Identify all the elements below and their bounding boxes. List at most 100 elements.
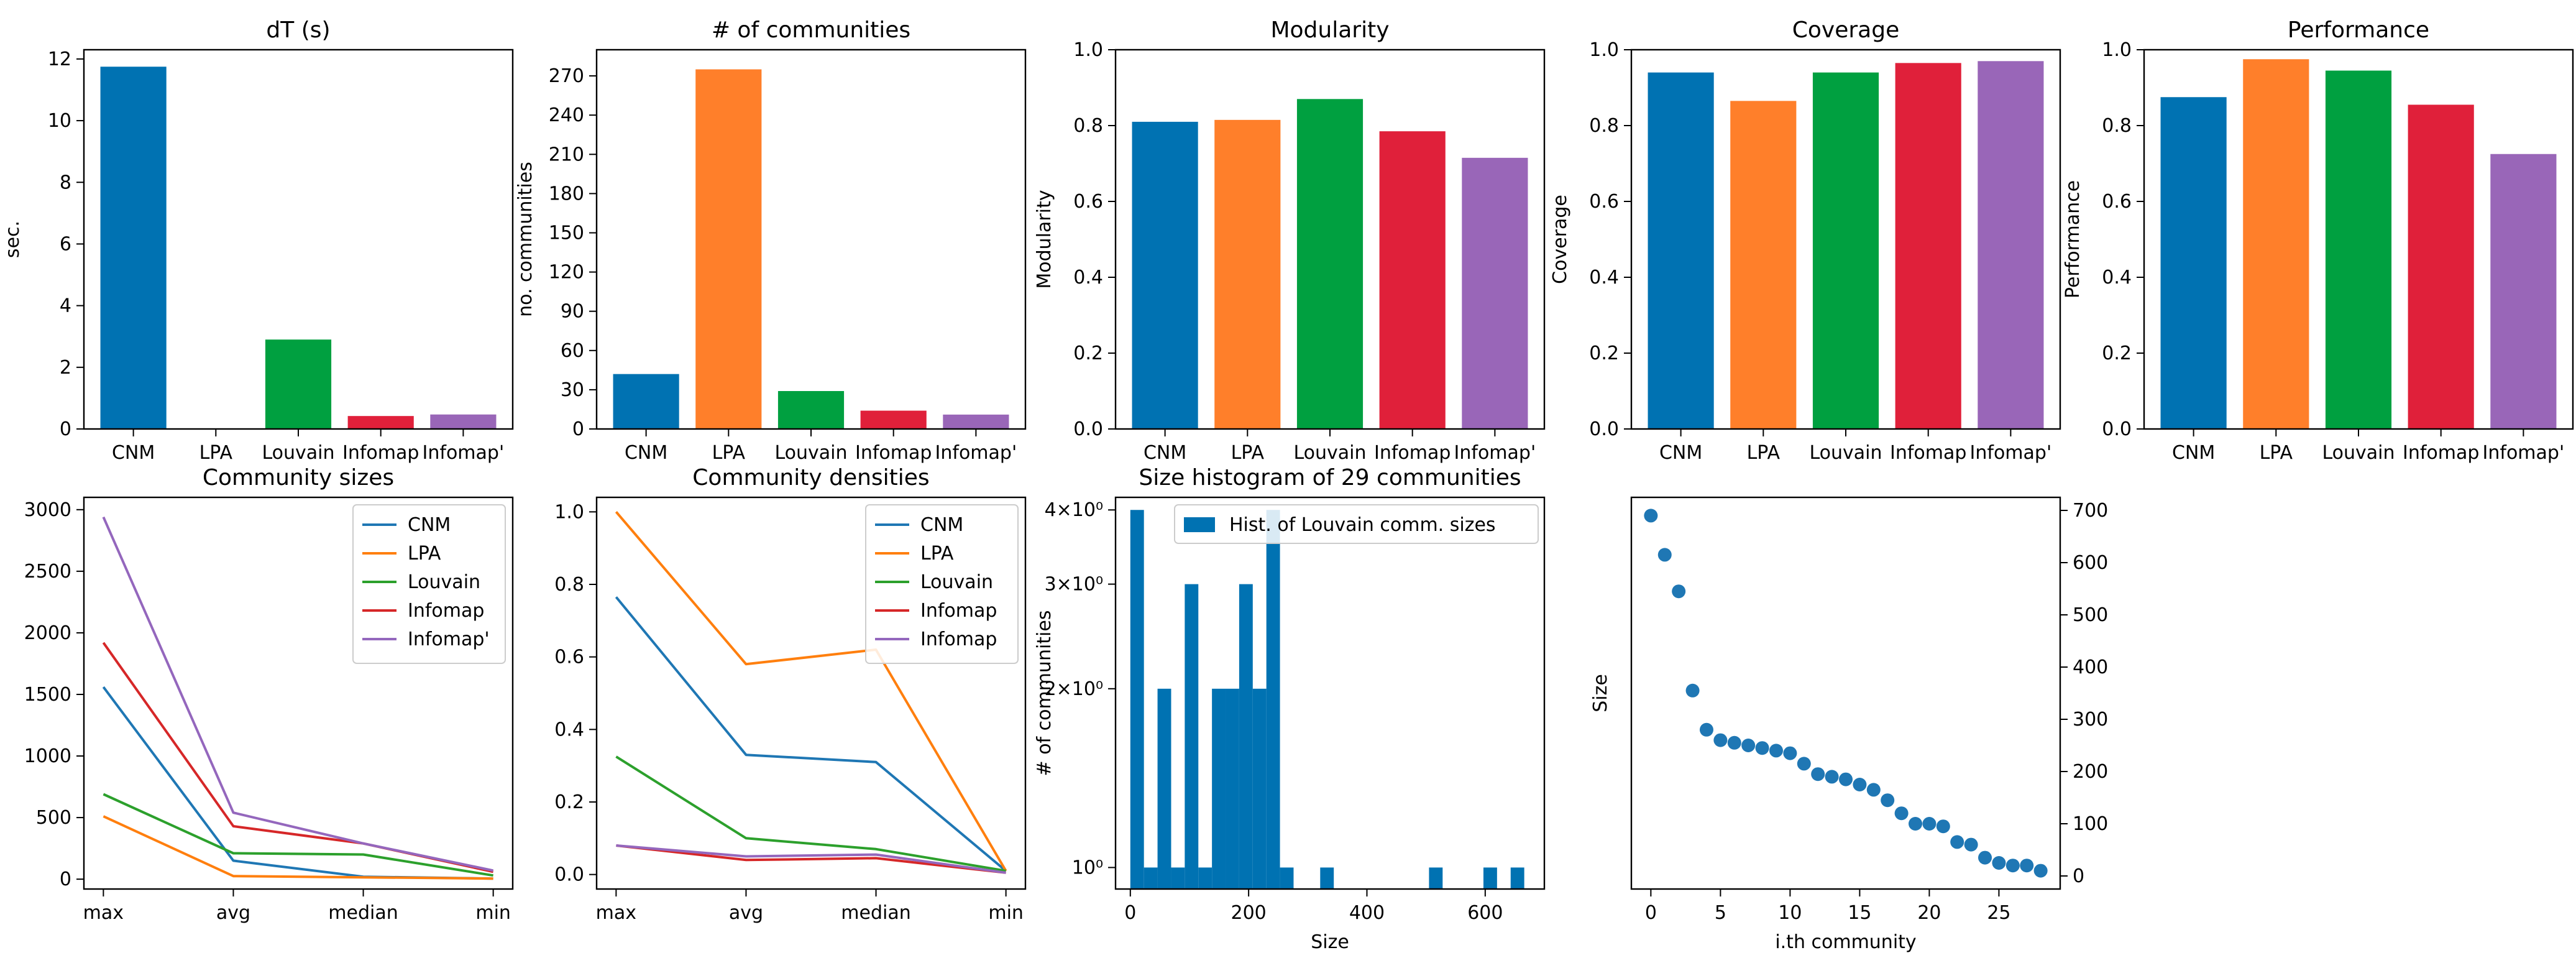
scatter-point (1950, 835, 1964, 849)
series-line (615, 511, 1007, 872)
x-tick-label: CNM (2172, 442, 2215, 464)
x-tick-label: 0 (1124, 902, 1136, 924)
chart-title: Coverage (1792, 17, 1899, 43)
y-axis-label: no. communities (515, 162, 536, 317)
x-tick-label: LPA (712, 442, 746, 464)
x-tick-label: CNM (1659, 442, 1702, 464)
x-tick-label: 0 (1645, 902, 1657, 924)
axes-frame (595, 48, 1027, 430)
chart-title: Modularity (1270, 17, 1389, 43)
y-tick-label: 0 (2073, 865, 2084, 887)
scatter-point (1853, 778, 1867, 791)
y-tick-label: 120 (549, 262, 584, 283)
bar (100, 67, 167, 429)
series-line (616, 844, 1006, 874)
scatter-point (1922, 817, 1937, 831)
y-tick-label: 3×10⁰ (1045, 574, 1103, 596)
x-tick-label: 5 (1715, 902, 1726, 924)
y-tick-label: 0.0 (1589, 418, 1619, 440)
y-tick-label: 0.0 (1073, 418, 1103, 440)
scatter-point (1783, 746, 1797, 760)
y-axis-label: # of communities (1034, 611, 1055, 776)
bar (613, 374, 679, 429)
histogram-bar (1252, 688, 1267, 889)
bar (777, 391, 845, 429)
bar (2243, 59, 2309, 429)
y-tick-label: 300 (2073, 709, 2108, 730)
y-tick-label: 240 (549, 104, 584, 126)
y-tick-label: 0.2 (1589, 343, 1619, 364)
y-tick-label: 1.0 (554, 501, 584, 523)
chart-title: dT (s) (266, 17, 330, 43)
y-tick-label: 600 (2073, 552, 2108, 574)
x-tick-label: 400 (1349, 902, 1385, 924)
scatter-point (1685, 683, 1700, 698)
scatter-point (1699, 722, 1713, 737)
bar (1978, 61, 2044, 430)
modularity-bar-chart: Modularity 0.0 0.2 0.4 0.6 0.8 1.0 Modularity CN… (1034, 17, 1546, 464)
x-tick-label: 25 (1987, 902, 2010, 924)
y-axis-label: Size (1590, 674, 1611, 712)
scatter-point (1992, 856, 2006, 870)
x-axis-label: Size (1311, 931, 1349, 953)
y-tick-label: 0.8 (554, 574, 584, 596)
y-tick-label: 0.2 (554, 791, 584, 813)
legend-label: CNM (408, 514, 451, 536)
x-tick-label: 15 (1848, 902, 1871, 924)
chart-title: # of communities (712, 17, 910, 43)
y-tick-label: 8 (60, 172, 71, 193)
y-tick-label: 4×10⁰ (1045, 499, 1103, 521)
x-tick-label: min (988, 902, 1024, 924)
y-tick-label: 6 (60, 233, 71, 255)
x-tick-label: CNM (112, 442, 155, 464)
x-axis-label: i.th community (1775, 931, 1916, 953)
y-tick-label: 0 (60, 418, 71, 440)
series-line (102, 642, 494, 873)
scatter-point (1894, 806, 1909, 821)
bar (1812, 72, 1879, 430)
bar (2408, 104, 2474, 429)
scatter-point (1811, 767, 1825, 781)
legend-label: LPA (408, 543, 441, 564)
y-tick-label: 0.6 (554, 647, 584, 668)
legend-label: Infomap' (408, 629, 490, 650)
histogram-bar (1130, 510, 1144, 889)
bar (1648, 72, 1714, 430)
y-tick-label: 2×10⁰ (1045, 678, 1103, 700)
x-tick-label: Louvain (2322, 442, 2395, 464)
community-densities-line-chart: Community densities 0.0 0.2 0.4 0.6 0.8 1.0 max… (554, 465, 1027, 924)
community-sizes-line-chart: Community sizes 0 500 1000 1500 2000 2500 3000 m… (24, 465, 514, 924)
series-line (103, 793, 493, 877)
communities-bar-chart: # of communities 0 30 60 90 120 150 180 210 240 27… (515, 17, 1027, 464)
x-tick-label: Louvain (262, 442, 334, 464)
x-tick-label: LPA (1231, 442, 1265, 464)
legend (352, 504, 506, 664)
series-line (103, 815, 493, 880)
legend-label: LPA (920, 543, 954, 564)
chart-title: Size histogram of 29 communities (1139, 465, 1521, 491)
x-tick-label: median (841, 902, 910, 924)
series-line (102, 516, 494, 872)
bar (695, 69, 762, 429)
y-tick-label: 4 (60, 295, 71, 317)
bar (1895, 63, 1961, 430)
bar (347, 416, 414, 429)
scatter-point (1797, 757, 1811, 771)
scatter-point (2033, 864, 2048, 878)
y-tick-label: 1500 (24, 684, 71, 706)
y-tick-label: 0.4 (554, 719, 584, 740)
y-tick-label: 0.2 (2102, 343, 2132, 364)
y-tick-label: 0.8 (1073, 115, 1103, 137)
y-tick-label: 30 (561, 379, 584, 401)
y-tick-label: 0.2 (1073, 343, 1103, 364)
histogram-bar (1185, 584, 1199, 889)
x-tick-label: Louvain (1809, 442, 1882, 464)
x-tick-label: Louvain (1293, 442, 1366, 464)
series-line (616, 844, 1006, 874)
scatter-point (1672, 584, 1686, 599)
y-tick-label: 700 (2073, 500, 2108, 522)
y-tick-label: 200 (2073, 761, 2108, 783)
x-tick-label: Infomap (855, 442, 932, 464)
bar (430, 414, 497, 429)
scatter-point (1657, 548, 1672, 562)
